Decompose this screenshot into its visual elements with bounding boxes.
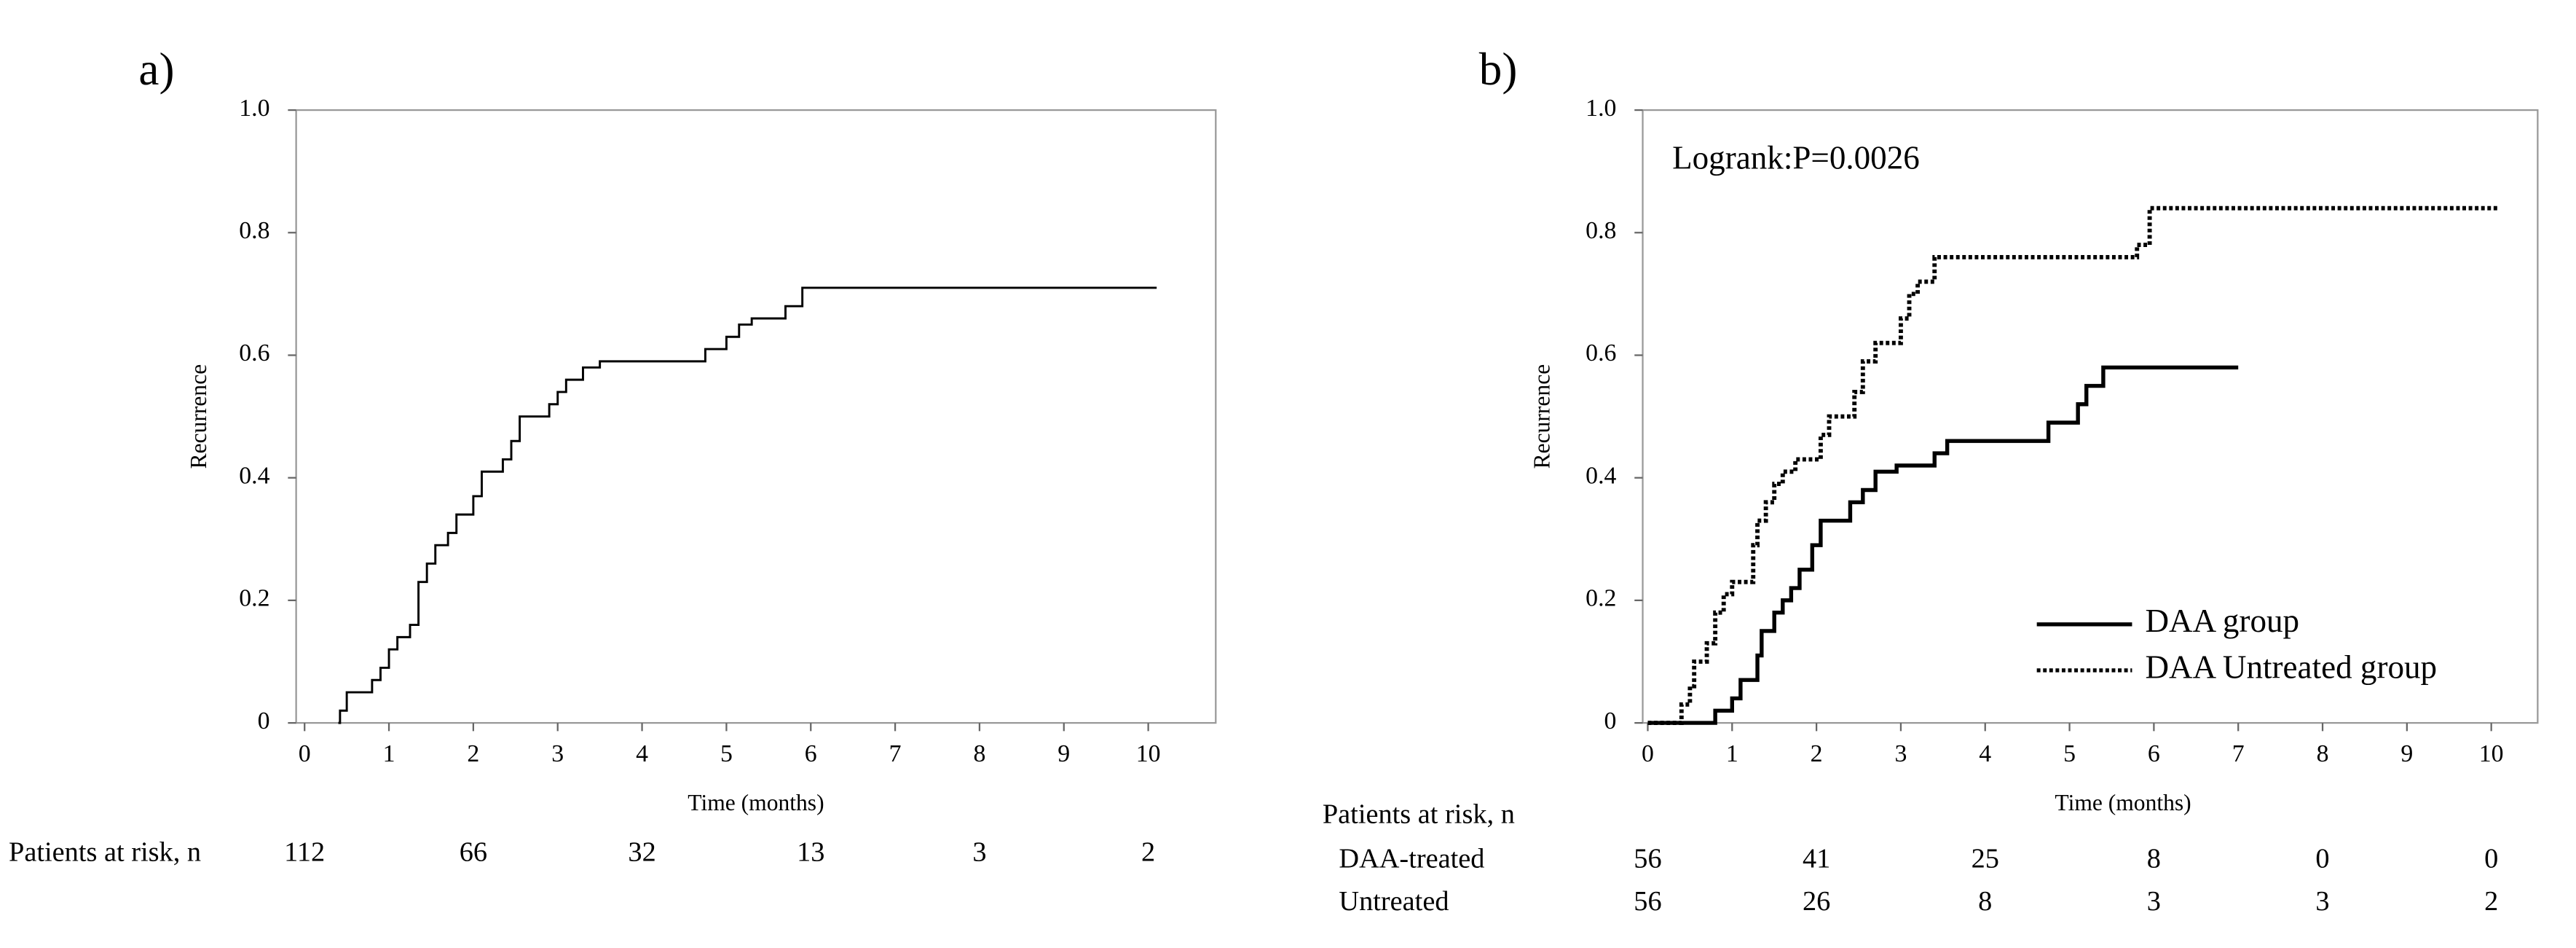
x-axis-label: Time (months) — [2055, 790, 2191, 815]
at-risk-count: 0 — [2315, 843, 2329, 874]
at-risk-count: 112 — [284, 837, 325, 867]
survival-curve — [1647, 365, 2239, 725]
x-tick-label: 5 — [720, 740, 733, 767]
x-axis-label: Time (months) — [688, 790, 824, 815]
x-tick-label: 2 — [1811, 740, 1823, 767]
x-tick-label: 3 — [1894, 740, 1907, 767]
at-risk-count: 3 — [2315, 886, 2329, 917]
x-tick-label: 6 — [2148, 740, 2160, 767]
y-axis-label: Recurrence — [186, 364, 211, 469]
legend-label: DAA group — [2145, 603, 2299, 639]
y-tick-label: 0.2 — [239, 585, 269, 612]
at-risk-count: 26 — [1803, 886, 1830, 917]
y-axis-label: Recurrence — [1529, 364, 1554, 469]
at-risk-count: 13 — [797, 837, 824, 867]
at-risk-count: 56 — [1634, 886, 1661, 917]
y-tick-label: 0.8 — [1586, 217, 1616, 244]
legend-label: DAA Untreated group — [2145, 649, 2437, 685]
y-tick-label: 1.0 — [239, 95, 269, 122]
x-tick-label: 10 — [2479, 740, 2504, 767]
y-tick-label: 0.8 — [239, 217, 269, 244]
survival-curve — [338, 286, 1157, 724]
at-risk-count: 8 — [1978, 886, 1992, 917]
x-tick-label: 0 — [1642, 740, 1654, 767]
at-risk-row-name: DAA-treated — [1339, 843, 1484, 874]
x-tick-label: 8 — [973, 740, 985, 767]
y-tick-label: 1.0 — [1586, 95, 1616, 122]
x-tick-label: 4 — [636, 740, 648, 767]
at-risk-count: 32 — [628, 837, 655, 867]
at-risk-label: Patients at risk, n — [1323, 799, 1515, 829]
y-tick-label: 0.6 — [239, 340, 269, 367]
y-tick-label: 0.4 — [239, 462, 269, 489]
x-tick-label: 0 — [299, 740, 311, 767]
y-tick-label: 0.2 — [1586, 585, 1616, 612]
plot-frame — [1642, 109, 2539, 724]
plot-frame — [295, 109, 1217, 724]
x-tick-label: 1 — [383, 740, 395, 767]
panel-label: a) — [138, 44, 174, 95]
at-risk-count: 3 — [2147, 886, 2161, 917]
x-tick-label: 3 — [551, 740, 564, 767]
x-tick-label: 2 — [467, 740, 479, 767]
panel-label: b) — [1479, 44, 1518, 95]
at-risk-count: 25 — [1972, 843, 1999, 874]
x-tick-label: 7 — [889, 740, 902, 767]
x-tick-label: 5 — [2063, 740, 2076, 767]
x-tick-label: 9 — [2400, 740, 2413, 767]
at-risk-count: 2 — [2484, 886, 2498, 917]
x-tick-label: 4 — [1979, 740, 1991, 767]
at-risk-count: 0 — [2484, 843, 2498, 874]
y-tick-label: 0.6 — [1586, 340, 1616, 367]
survival-curve — [1647, 205, 2500, 726]
annotation: Logrank:P=0.0026 — [1672, 139, 1920, 176]
at-risk-count: 8 — [2147, 843, 2161, 874]
y-tick-label: 0.4 — [1586, 462, 1616, 489]
at-risk-count: 3 — [972, 837, 986, 867]
at-risk-count: 2 — [1141, 837, 1155, 867]
x-tick-label: 6 — [805, 740, 817, 767]
at-risk-label: Patients at risk, n — [9, 837, 201, 867]
x-tick-label: 1 — [1726, 740, 1738, 767]
x-tick-label: 8 — [2317, 740, 2329, 767]
x-tick-label: 9 — [1057, 740, 1070, 767]
y-tick-label: 0 — [258, 708, 270, 734]
at-risk-row-name: Untreated — [1339, 886, 1449, 917]
x-tick-label: 10 — [1136, 740, 1161, 767]
at-risk-count: 66 — [460, 837, 487, 867]
y-tick-label: 0 — [1604, 708, 1617, 734]
at-risk-count: 41 — [1803, 843, 1830, 874]
x-tick-label: 7 — [2232, 740, 2245, 767]
at-risk-count: 56 — [1634, 843, 1661, 874]
